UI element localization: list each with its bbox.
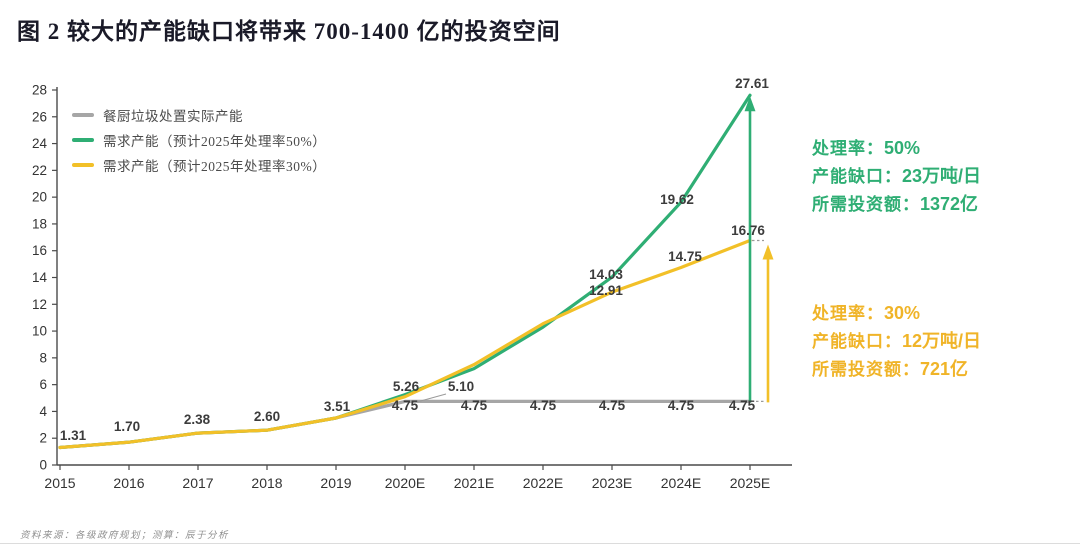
data-label: 4.75 [392, 398, 419, 413]
annotation-value: 1372亿 [920, 194, 979, 214]
data-label: 4.75 [461, 398, 488, 413]
y-tick-label: 20 [32, 190, 47, 205]
x-tick-label: 2021E [454, 475, 494, 491]
data-label: 5.26 [393, 379, 420, 394]
data-label: 1.70 [114, 419, 140, 434]
data-label: 4.75 [530, 398, 557, 413]
y-tick-label: 12 [32, 297, 47, 312]
data-label: 2.60 [254, 409, 280, 424]
legend-swatch [72, 137, 94, 142]
x-tick-label: 2018 [251, 475, 282, 491]
y-tick-label: 0 [39, 458, 47, 473]
chart-legend: 餐厨垃圾处置实际产能需求产能（预计2025年处理率50%） 需求产能（预计2025… [72, 102, 326, 177]
x-tick-label: 2025E [730, 475, 770, 491]
x-tick-label: 2015 [44, 475, 75, 491]
y-tick-label: 22 [32, 163, 47, 178]
legend-swatch [72, 112, 94, 117]
annotation-line: 所需投资额：721亿 [812, 355, 1072, 383]
annotation-line: 产能缺口：12万吨/日 [812, 327, 1072, 355]
y-tick-label: 10 [32, 324, 47, 339]
y-tick-label: 16 [32, 243, 47, 258]
data-label: 14.75 [668, 249, 702, 264]
x-tick-label: 2017 [182, 475, 213, 491]
data-label: 19.62 [660, 192, 694, 207]
annotation-line: 处理率：30% [812, 299, 1072, 327]
annotation-value: 23万吨/日 [902, 166, 982, 186]
annotation-rate-50: 处理率：50% 产能缺口：23万吨/日 所需投资额：1372亿 [812, 134, 1072, 218]
annotation-value: 721亿 [920, 359, 969, 379]
x-tick-label: 2022E [523, 475, 563, 491]
legend-item: 餐厨垃圾处置实际产能 [72, 102, 326, 127]
legend-label: 需求产能（预计2025年处理率50%） [103, 133, 327, 149]
data-label: 3.51 [324, 399, 351, 414]
data-label: 16.76 [731, 223, 765, 238]
y-tick-label: 2 [39, 431, 47, 446]
legend-label: 需求产能（预计2025年处理率30%） [103, 158, 327, 174]
legend-label: 餐厨垃圾处置实际产能 [103, 108, 243, 124]
y-tick-label: 26 [32, 109, 47, 124]
annotation-line: 处理率：50% [812, 134, 1072, 162]
data-label: 14.03 [589, 267, 623, 282]
x-tick-label: 2020E [385, 475, 425, 491]
gap-arrowhead [744, 96, 756, 112]
annotation-label: 产能缺口： [812, 167, 902, 186]
gap-arrowhead [762, 244, 774, 260]
data-label: 1.31 [60, 428, 87, 443]
y-tick-label: 18 [32, 216, 47, 231]
annotation-label: 产能缺口： [812, 332, 902, 351]
data-label: 4.75 [668, 398, 695, 413]
annotation-value: 50% [884, 138, 921, 158]
annotation-label: 所需投资额： [812, 195, 920, 214]
y-tick-label: 28 [32, 83, 47, 98]
data-label: 2.38 [184, 412, 211, 427]
y-tick-label: 6 [39, 377, 47, 392]
annotation-label: 处理率： [812, 304, 884, 323]
bottom-divider [0, 543, 1080, 544]
x-tick-label: 2016 [113, 475, 144, 491]
y-tick-label: 4 [39, 404, 47, 419]
annotation-line: 产能缺口：23万吨/日 [812, 162, 1072, 190]
x-tick-label: 2023E [592, 475, 632, 491]
y-tick-label: 14 [32, 270, 48, 285]
data-label: 4.75 [729, 398, 756, 413]
annotation-value: 12万吨/日 [902, 331, 982, 351]
series-line-2 [58, 238, 752, 450]
legend-item: 需求产能（预计2025年处理率50%） [72, 127, 326, 152]
x-tick-label: 2024E [661, 475, 701, 491]
figure-title: 图 2 较大的产能缺口将带来 700-1400 亿的投资空间 [17, 19, 561, 44]
annotation-line: 所需投资额：1372亿 [812, 190, 1072, 218]
data-label: 12.91 [589, 283, 623, 298]
annotation-value: 30% [884, 303, 921, 323]
annotation-rate-30: 处理率：30% 产能缺口：12万吨/日 所需投资额：721亿 [812, 299, 1072, 383]
label-leader [416, 393, 447, 403]
legend-item: 需求产能（预计2025年处理率30%） [72, 152, 326, 177]
data-label: 5.10 [448, 379, 474, 394]
data-label: 4.75 [599, 398, 626, 413]
x-tick-label: 2019 [320, 475, 351, 491]
annotation-label: 所需投资额： [812, 360, 920, 379]
annotation-label: 处理率： [812, 139, 884, 158]
source-note: 资料来源：各级政府规划；测算：辰于分析 [20, 531, 230, 541]
legend-swatch [72, 162, 94, 167]
y-tick-label: 8 [39, 350, 47, 365]
data-label: 27.61 [735, 76, 769, 91]
y-tick-label: 24 [32, 136, 48, 151]
